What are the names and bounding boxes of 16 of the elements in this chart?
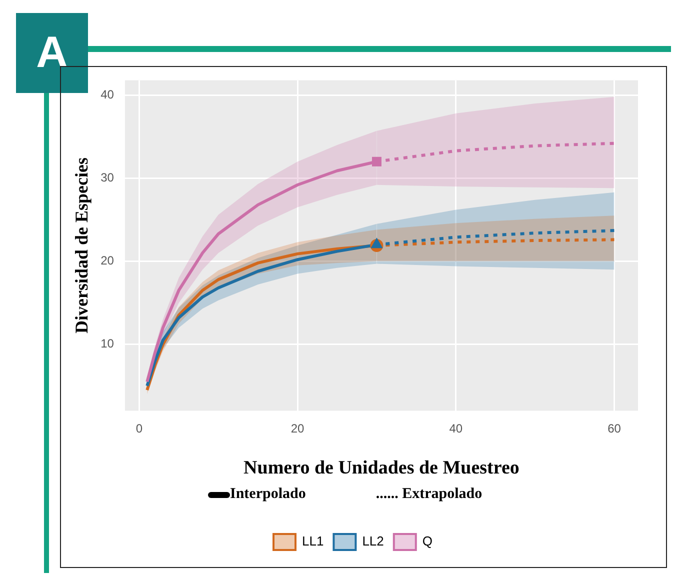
y-tick-label: 30 — [100, 170, 114, 185]
legend-label: Q — [422, 534, 433, 549]
x-tick-label: 20 — [290, 421, 305, 436]
legend-label: LL1 — [302, 534, 324, 549]
x-tick-label: 40 — [449, 421, 463, 436]
text: Interpolado — [230, 486, 306, 503]
y-tick-label: 10 — [100, 336, 114, 351]
x-axis-title: Numero de Unidades de Muestreo — [244, 458, 520, 479]
legend-label: LL2 — [362, 534, 384, 549]
y-axis-title: Diversidad de Especies — [71, 157, 92, 334]
y-tick-label: 40 — [100, 87, 114, 102]
x-tick-label: 0 — [136, 421, 143, 436]
text: ...... Extrapolado — [376, 486, 482, 503]
x-tick-label: 60 — [608, 421, 622, 436]
y-tick-label: 20 — [100, 254, 114, 268]
text: A — [16, 13, 88, 93]
